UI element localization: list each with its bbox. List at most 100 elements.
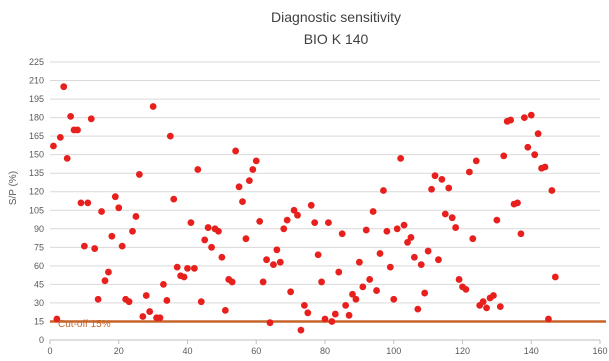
data-point — [287, 288, 295, 296]
data-point — [328, 318, 336, 325]
data-point — [118, 242, 126, 250]
data-point — [366, 276, 374, 283]
data-point — [228, 278, 236, 286]
data-point — [215, 227, 222, 235]
data-point — [421, 289, 429, 297]
x-tick-label: 120 — [455, 346, 470, 356]
data-point — [77, 199, 85, 207]
data-point — [335, 268, 343, 276]
chart-title: Diagnostic sensitivity — [271, 9, 401, 25]
data-point — [256, 217, 264, 225]
y-tick-label: 15 — [34, 316, 44, 326]
y-tick-label: 0 — [39, 335, 44, 345]
data-point — [235, 183, 243, 191]
data-point — [142, 292, 150, 299]
data-point — [304, 309, 312, 317]
data-point — [479, 298, 487, 306]
data-point — [276, 258, 284, 266]
y-tick-label: 120 — [29, 187, 44, 197]
x-tick-label: 60 — [251, 346, 261, 356]
data-point — [300, 302, 308, 309]
data-point — [163, 297, 171, 304]
data-point — [349, 290, 356, 298]
data-point — [397, 154, 405, 162]
data-point — [352, 295, 360, 303]
data-point — [462, 285, 470, 293]
data-point — [87, 115, 95, 123]
data-point — [325, 219, 332, 227]
data-point — [483, 304, 490, 312]
data-point — [435, 256, 442, 264]
data-point — [545, 315, 552, 323]
data-point — [490, 292, 497, 299]
data-point — [80, 242, 88, 250]
data-point — [493, 216, 501, 224]
data-point — [314, 251, 322, 259]
data-point — [187, 219, 195, 227]
data-point — [524, 143, 532, 151]
data-point — [551, 273, 559, 281]
data-point — [386, 263, 394, 271]
data-point — [465, 168, 473, 176]
data-point — [239, 198, 246, 206]
x-tick-label: 80 — [320, 346, 330, 356]
data-point — [496, 303, 504, 311]
data-point — [531, 151, 539, 159]
data-point — [321, 315, 329, 323]
data-point — [331, 310, 339, 318]
data-point — [318, 278, 325, 286]
data-point — [414, 305, 422, 313]
data-point — [452, 224, 460, 231]
data-point — [94, 295, 102, 303]
data-point — [129, 227, 136, 235]
y-tick-label: 30 — [34, 298, 44, 308]
data-point — [266, 319, 274, 327]
data-point — [280, 225, 288, 233]
y-tick-label: 75 — [34, 242, 44, 252]
data-point — [527, 111, 535, 119]
x-tick-label: 40 — [182, 346, 192, 356]
data-point — [404, 238, 411, 246]
data-point — [245, 177, 253, 185]
data-point — [242, 235, 250, 243]
data-point — [359, 283, 367, 291]
data-point — [60, 83, 68, 91]
x-tick-label: 160 — [592, 346, 607, 356]
data-point — [445, 184, 453, 192]
data-point — [472, 157, 480, 165]
y-tick-label: 180 — [29, 113, 44, 123]
data-point — [56, 133, 64, 141]
data-point — [514, 199, 521, 207]
data-point — [380, 187, 387, 194]
data-point — [84, 199, 92, 207]
data-point — [410, 253, 418, 261]
x-tick-label: 100 — [386, 346, 401, 356]
data-point — [297, 326, 305, 334]
data-point — [218, 253, 226, 261]
data-point — [273, 246, 281, 254]
data-point — [376, 250, 384, 257]
data-point — [132, 213, 140, 220]
data-point — [438, 175, 446, 183]
data-point — [448, 214, 456, 222]
data-point — [507, 116, 515, 124]
data-point — [166, 132, 174, 140]
data-point — [383, 227, 391, 235]
data-point — [190, 264, 198, 272]
data-point — [263, 256, 270, 264]
x-tick-label: 20 — [114, 346, 124, 356]
data-point — [105, 268, 112, 276]
y-tick-label: 135 — [29, 168, 44, 178]
data-point — [369, 208, 377, 215]
data-point — [173, 263, 181, 271]
data-point — [204, 224, 212, 231]
data-point — [160, 281, 167, 288]
data-point — [373, 287, 380, 294]
data-point — [194, 166, 202, 173]
data-point — [156, 314, 164, 322]
data-point — [417, 261, 425, 269]
data-point — [548, 187, 556, 194]
data-point — [180, 273, 188, 281]
data-point — [232, 147, 240, 155]
y-axis-label: S/P (%) — [8, 171, 19, 205]
